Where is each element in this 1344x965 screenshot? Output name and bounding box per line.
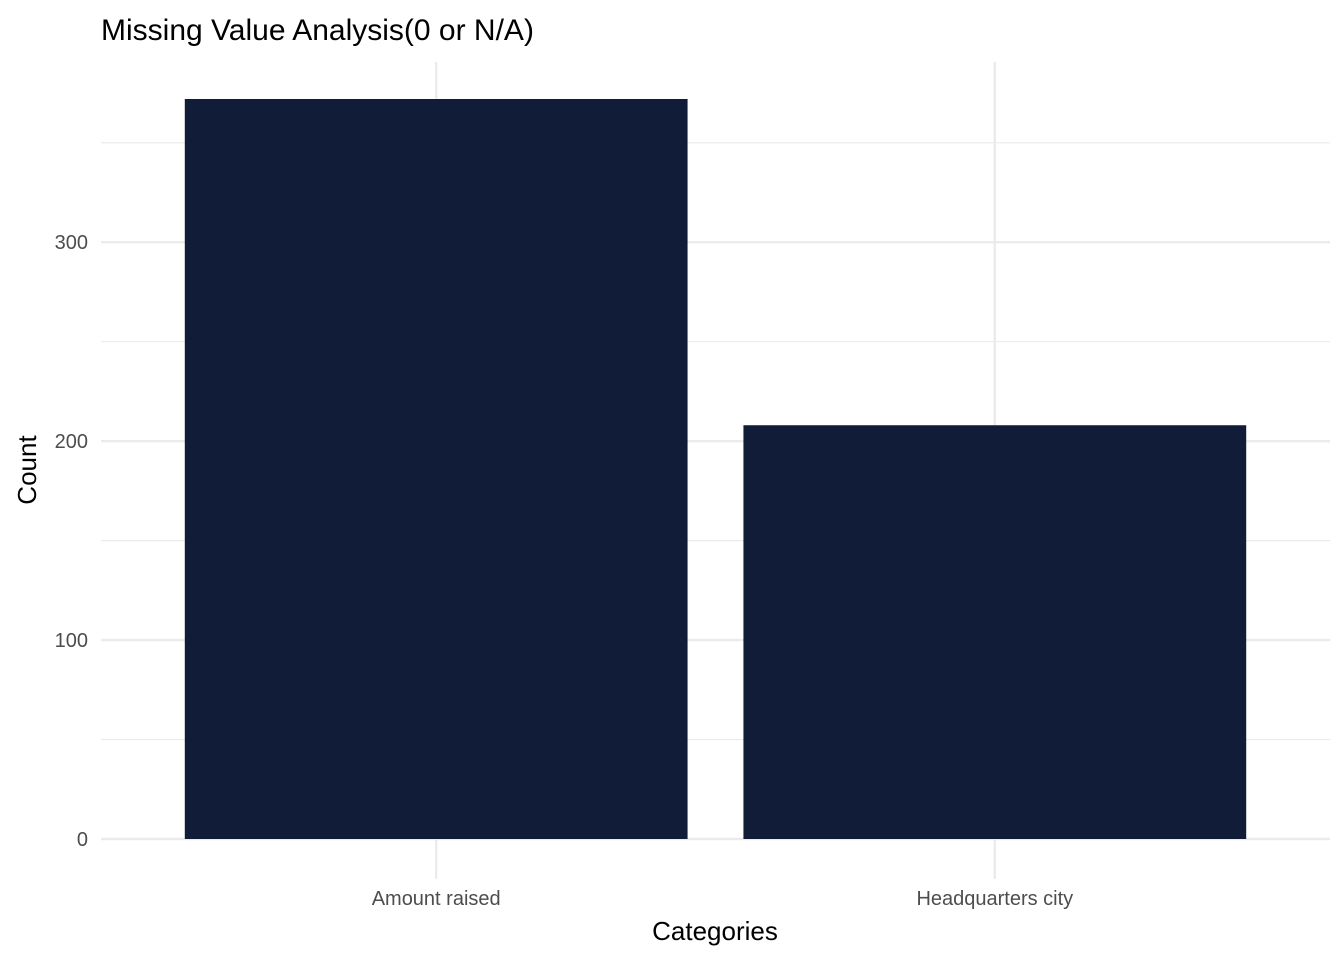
y-tick-label: 100 — [55, 630, 88, 652]
y-tick-label: 300 — [55, 232, 88, 254]
chart-title: Missing Value Analysis(0 or N/A) — [101, 14, 534, 47]
bar-amount-raised — [184, 99, 688, 839]
x-axis-label: Categories — [652, 916, 778, 946]
y-tick-label: 200 — [55, 431, 88, 453]
x-tick-label: Headquarters city — [916, 888, 1073, 910]
y-axis-label: Count — [12, 435, 42, 505]
y-tick-labels: 0 100 200 300 — [55, 232, 88, 851]
bars — [184, 99, 1247, 839]
y-tick-label: 0 — [77, 829, 88, 851]
bar-headquarters-city — [743, 425, 1247, 839]
x-tick-label: Amount raised — [372, 888, 501, 910]
x-tick-labels: Amount raised Headquarters city — [372, 888, 1073, 910]
